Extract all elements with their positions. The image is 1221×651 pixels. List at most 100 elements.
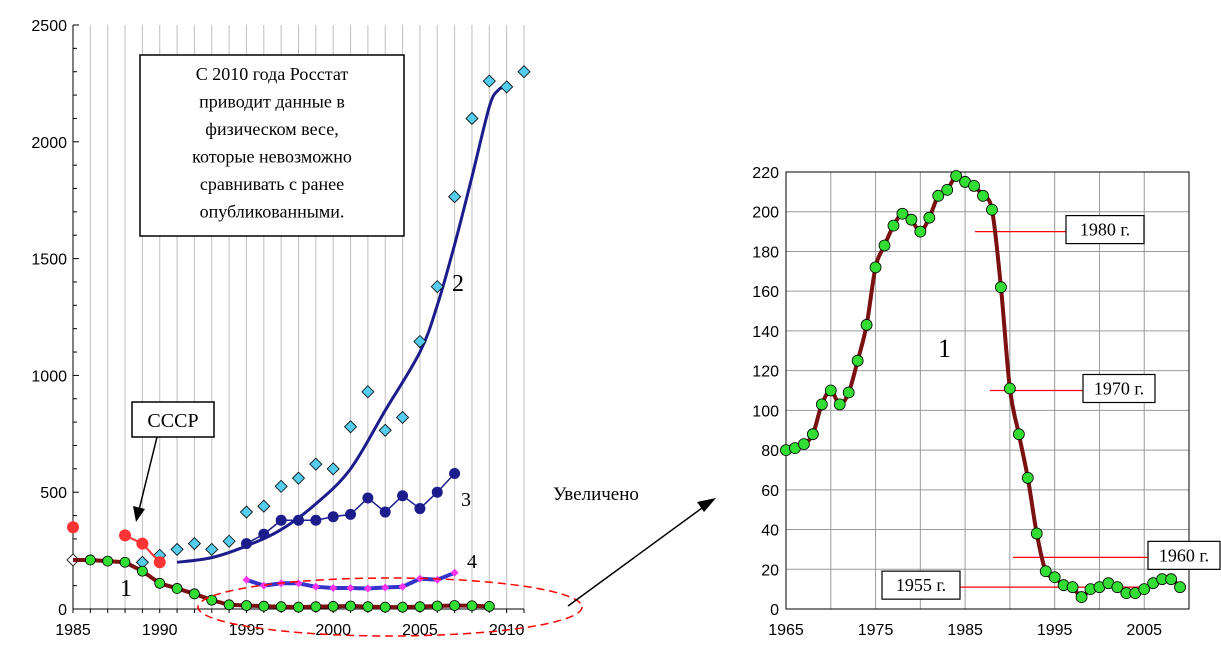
right-series-1-point <box>1048 571 1061 584</box>
right-y-tick-label: 200 <box>752 205 779 222</box>
ussr-point <box>136 537 149 550</box>
left-y-tick-label: 1000 <box>31 368 67 385</box>
series-2-point <box>482 74 496 88</box>
right-series-1-point <box>869 261 882 274</box>
series-1-point <box>327 601 339 612</box>
right-series-1-point <box>878 239 891 252</box>
series-3-point <box>345 508 357 520</box>
series-1-point <box>102 555 114 567</box>
series-3-point <box>397 490 409 502</box>
right-series-1-point <box>995 281 1007 294</box>
series-1-point <box>206 594 218 606</box>
series-3-point <box>240 538 252 550</box>
right-y-tick-label: 60 <box>761 483 779 500</box>
series-3-point <box>310 514 322 526</box>
reference-label: 1955 г. <box>896 575 946 595</box>
right-series-1-point <box>1066 581 1079 594</box>
right-series-1-point <box>1039 565 1052 578</box>
right-series-1-point <box>1021 471 1034 484</box>
callout-line: которые невозможно <box>192 147 352 167</box>
left-y-tick-label: 0 <box>58 602 67 619</box>
callout-box <box>139 54 405 237</box>
left-y-tick-label: 500 <box>40 485 67 502</box>
series-2-point <box>378 423 392 437</box>
series-1-point <box>258 600 270 612</box>
right-series-1-point <box>923 211 936 224</box>
series-1-point <box>379 601 391 613</box>
series-2-point <box>448 190 462 204</box>
series-3-point <box>431 486 443 498</box>
series-2-point <box>205 542 219 556</box>
right-series-1-point <box>1165 573 1177 586</box>
series-2-point <box>465 111 479 126</box>
series-1-point <box>154 577 166 589</box>
callout-line: приводит данные в <box>199 92 345 112</box>
zoom-arrow-line <box>567 507 703 607</box>
callout-text: С 2010 года Росстат приводит данные в физи… <box>192 64 352 222</box>
series-3-point <box>258 528 270 540</box>
series-2-point <box>291 471 306 485</box>
reference-label: 1960 г. <box>1159 545 1209 565</box>
series-2-point <box>413 334 427 349</box>
right-y-tick-label: 180 <box>752 244 779 261</box>
series-1-point <box>431 600 443 612</box>
series-1-point <box>136 565 148 577</box>
left-x-tick-label: 1990 <box>142 622 178 639</box>
right-y-tick-label: 220 <box>752 165 779 182</box>
series-1-point <box>397 601 408 613</box>
series-1-point <box>310 601 322 613</box>
series-1-point <box>483 601 495 612</box>
series-4-point <box>346 583 355 592</box>
right-x-tick-label: 2005 <box>1126 622 1162 639</box>
zoom-arrow-head <box>697 498 716 512</box>
series-2-point <box>500 80 514 94</box>
right-series-1-label: 1 <box>938 334 951 363</box>
callout-line: С 2010 года Росстат <box>196 64 349 84</box>
series-2-point <box>326 462 340 476</box>
ussr-point <box>67 521 79 534</box>
series-3-point <box>362 492 374 504</box>
callout-line: сравнивать с ранее <box>200 174 344 194</box>
right-series-1-point <box>914 225 927 238</box>
right-reference-labels: 1980 г. 1970 г. 1960 г. 1955 г. <box>881 214 1221 600</box>
right-series-1-point <box>950 170 963 182</box>
series-2-trend-line <box>176 84 508 564</box>
right-series-1-point <box>806 428 819 441</box>
ussr-arrow-head <box>133 506 145 522</box>
right-series-1-point <box>968 180 980 192</box>
right-plot-border <box>785 171 1190 610</box>
series-2-point <box>239 505 254 519</box>
right-series-1-point <box>887 219 900 232</box>
right-x-tick-label: 1985 <box>947 622 983 639</box>
series-1-point <box>449 600 461 611</box>
ussr-label-box <box>131 401 215 438</box>
left-y-tick-label: 2500 <box>31 18 67 35</box>
reference-label-box <box>1065 214 1145 245</box>
series-1-point <box>223 599 235 611</box>
right-series-1-point <box>824 384 837 397</box>
series-2-point <box>222 534 236 548</box>
series-2-point <box>361 385 375 399</box>
right-series-1-point <box>986 203 998 216</box>
series-2-point <box>257 499 271 513</box>
right-y-tick-label: 20 <box>761 562 779 579</box>
left-x-tick-label: 2005 <box>402 622 438 639</box>
left-x-tick-label: 1985 <box>55 622 91 639</box>
series-1-point <box>414 601 426 613</box>
left-series-1-label: 1 <box>120 576 132 602</box>
series-1-point <box>293 601 304 613</box>
left-x-tick-label: 1995 <box>229 622 265 639</box>
series-4-point <box>363 584 372 593</box>
left-chart: 0 500 1000 1500 2000 2500 1985 1990 1995 2000 200… <box>31 18 583 639</box>
reference-label-box <box>881 570 961 600</box>
series-1-point <box>466 600 478 612</box>
right-series-1-point <box>941 183 954 196</box>
left-series-2-label: 2 <box>452 271 464 297</box>
right-series-1-point <box>932 189 945 202</box>
series-1-point <box>275 601 287 613</box>
right-series-1-point <box>815 398 828 411</box>
series-2-point <box>343 420 358 434</box>
series-1-point <box>171 583 183 594</box>
